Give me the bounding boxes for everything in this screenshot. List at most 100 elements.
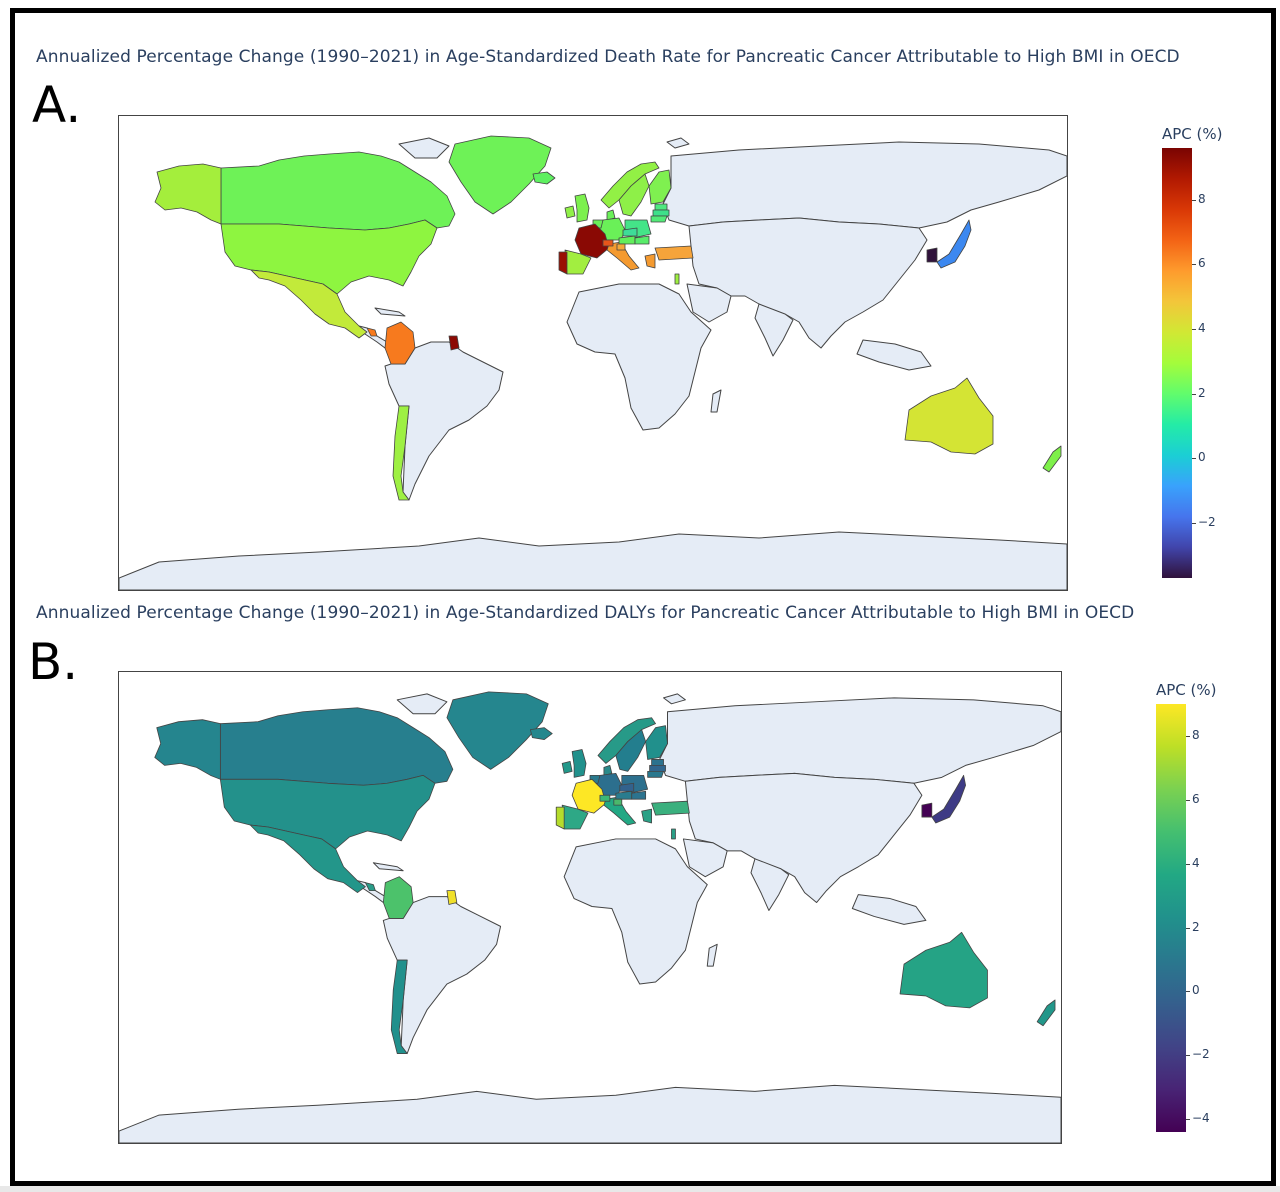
map-a-svg: CanadaUnited StatesAlaska Mexico Greenland… <box>119 135 1067 590</box>
colorbar-tick-mark <box>1192 329 1196 331</box>
country-greenland[interactable]: Greenland <box>446 691 549 770</box>
country-united-states[interactable]: United States <box>220 219 438 295</box>
country-french-guiana[interactable]: French Guiana <box>448 335 460 351</box>
colorbar-tick-mark <box>1192 264 1196 266</box>
country-mexico[interactable]: Mexico <box>250 269 368 339</box>
country-new-zealand[interactable]: New Zealand <box>1036 999 1056 1027</box>
country-slovenia[interactable]: Slovenia <box>613 798 623 806</box>
country-united-kingdom[interactable]: United Kingdom <box>571 749 587 778</box>
country-japan[interactable]: Japan <box>936 219 972 269</box>
colorbar-tick-mark <box>1192 393 1196 395</box>
bottom-strip <box>0 1186 1280 1192</box>
colorbar-tick-label: 2 <box>1198 385 1206 400</box>
country-israel[interactable]: Israel <box>671 828 676 840</box>
country-estonia[interactable]: Estonia <box>654 203 668 211</box>
country-norway[interactable]: Norway <box>597 717 656 764</box>
country-finland[interactable]: Finland <box>645 725 668 760</box>
colorbar-tick-label: −2 <box>1192 1047 1210 1062</box>
panel-b-title: Annualized Percentage Change (1990–2021)… <box>36 603 1135 623</box>
country-france[interactable]: France <box>574 223 610 259</box>
land-madagascar <box>706 943 718 967</box>
country-ireland[interactable]: Ireland <box>561 761 573 774</box>
country-colombia[interactable]: Colombia <box>384 321 416 365</box>
country-lithuania[interactable]: Lithuania <box>647 770 664 778</box>
country-lithuania[interactable]: Lithuania <box>650 215 668 223</box>
country-sweden[interactable]: Sweden <box>618 173 650 217</box>
country-turkey[interactable]: Turkey <box>654 245 694 261</box>
country-hungary[interactable]: Hungary <box>634 235 650 245</box>
land-south-america <box>384 341 504 501</box>
country-czechia[interactable]: Czechia <box>619 782 635 792</box>
colorbar-tick-mark <box>1186 735 1190 737</box>
land-russia <box>662 141 1067 229</box>
country-canada[interactable]: Canada <box>219 707 454 786</box>
colorbar-tick-mark <box>1186 863 1190 865</box>
country-slovenia[interactable]: Slovenia <box>616 243 626 251</box>
country-greece[interactable]: Greece <box>641 808 653 824</box>
country-iceland[interactable]: Iceland <box>529 727 553 740</box>
country-japan[interactable]: Japan <box>931 774 967 824</box>
country-greenland[interactable]: Greenland <box>448 135 552 215</box>
country-portugal[interactable]: Portugal <box>558 251 568 275</box>
land-svalbard-arctic <box>666 137 690 149</box>
country-costa-rica[interactable]: Costa Rica <box>365 882 376 892</box>
country-ireland[interactable]: Ireland <box>564 205 576 219</box>
country-alaska[interactable]: Alaska <box>154 719 221 780</box>
country-norway[interactable]: Norway <box>600 161 660 209</box>
country-switzerland[interactable]: Switzerland <box>602 239 614 247</box>
country-south-korea[interactable]: South Korea <box>926 247 938 263</box>
country-united-states[interactable]: United States <box>219 774 436 850</box>
colorbar-tick-label: 0 <box>1192 983 1200 998</box>
land-india <box>750 858 790 911</box>
country-latvia[interactable]: Latvia <box>652 209 670 217</box>
country-mexico[interactable]: Mexico <box>249 824 366 893</box>
colorbar-tick-label: 0 <box>1198 450 1206 465</box>
colorbar-tick-label: 6 <box>1198 256 1206 271</box>
colorbar-a: APC (%) 8 6 4 2 0 −2 <box>1140 120 1250 590</box>
country-costa-rica[interactable]: Costa Rica <box>366 327 378 337</box>
country-chile[interactable]: Chile <box>390 959 408 1054</box>
country-turkey[interactable]: Turkey <box>651 800 690 816</box>
country-switzerland[interactable]: Switzerland <box>599 794 611 802</box>
country-canada[interactable]: Canada <box>220 151 456 231</box>
land-africa <box>563 838 708 985</box>
country-latvia[interactable]: Latvia <box>649 765 666 772</box>
land-antarctica <box>119 531 1067 590</box>
country-colombia[interactable]: Colombia <box>382 876 414 919</box>
country-czechia[interactable]: Czechia <box>622 227 638 237</box>
country-south-korea[interactable]: South Korea <box>921 802 933 818</box>
panel-a-title: Annualized Percentage Change (1990–2021)… <box>36 47 1180 67</box>
country-united-kingdom[interactable]: United Kingdom <box>574 193 590 223</box>
colorbar-tick-mark <box>1186 1055 1190 1057</box>
country-france[interactable]: France <box>571 778 607 814</box>
country-israel[interactable]: Israel <box>674 273 680 285</box>
colorbar-tick-mark <box>1192 458 1196 460</box>
country-greece[interactable]: Greece <box>644 253 656 269</box>
country-alaska[interactable]: Alaska <box>154 163 222 225</box>
land-se-asia-islands <box>851 894 927 925</box>
country-new-zealand[interactable]: New Zealand <box>1042 445 1062 473</box>
colorbar-tick-label: 4 <box>1198 321 1206 336</box>
colorbar-tick-mark <box>1186 1119 1190 1121</box>
colorbar-tick-mark <box>1186 927 1190 929</box>
colorbar-a-title: APC (%) <box>1162 125 1223 143</box>
colorbar-tick-mark <box>1192 199 1196 201</box>
country-french-guiana[interactable]: French Guiana <box>446 890 458 905</box>
country-iceland[interactable]: Iceland <box>532 171 556 185</box>
land-africa <box>566 283 712 431</box>
land-svalbard-arctic <box>663 693 686 705</box>
country-sweden[interactable]: Sweden <box>615 729 647 772</box>
country-australia[interactable]: Australia <box>904 377 994 455</box>
panel-a-label: A. <box>32 76 82 134</box>
country-portugal[interactable]: Portugal <box>555 806 565 830</box>
map-b[interactable]: CanadaUnited StatesAlaska Mexico Greenland… <box>118 671 1062 1144</box>
country-finland[interactable]: Finland <box>648 169 672 205</box>
country-denmark[interactable]: Denmark <box>603 765 613 776</box>
map-a[interactable]: CanadaUnited StatesAlaska Mexico Greenland… <box>118 115 1068 591</box>
country-chile[interactable]: Chile <box>392 405 410 501</box>
country-denmark[interactable]: Denmark <box>606 209 616 221</box>
colorbar-tick-label: 2 <box>1192 919 1200 934</box>
country-estonia[interactable]: Estonia <box>651 759 664 766</box>
country-australia[interactable]: Australia <box>899 931 988 1009</box>
country-hungary[interactable]: Hungary <box>631 790 647 800</box>
